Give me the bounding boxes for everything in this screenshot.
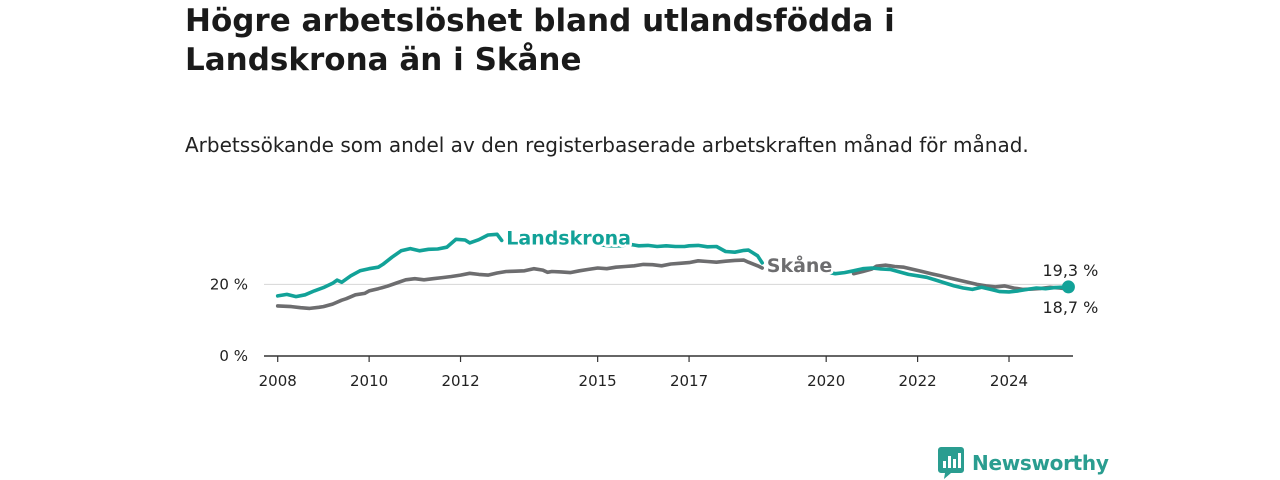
chart-title: Högre arbetslöshet bland utlandsfödda i … (185, 3, 895, 78)
x-tick-label: 2012 (441, 372, 479, 390)
y-tick-label: 0 % (219, 347, 248, 365)
x-tick-label: 2022 (899, 372, 937, 390)
x-tick-label: 2020 (807, 372, 845, 390)
brand: Newsworthy (938, 447, 1109, 479)
series-line-landskrona (591, 240, 764, 265)
chart-subtitle: Arbetssökande som andel av den registerb… (185, 133, 1029, 157)
axes: 0 % 20 % 2008 2010 2012 2015 2017 2020 2022 2024 (210, 275, 1073, 390)
x-tick-label: 2024 (990, 372, 1028, 390)
x-tick-label: 2008 (259, 372, 297, 390)
series-line-sk-ne (275, 258, 764, 311)
series-line-landskrona (815, 266, 1071, 294)
x-tick-label: 2017 (670, 372, 708, 390)
brand-name: Newsworthy (972, 451, 1109, 475)
y-tick-label: 20 % (210, 275, 248, 293)
series-line-landskrona (275, 232, 504, 299)
series-label-landskrona: Landskrona (506, 227, 631, 249)
x-tick-label: 2015 (579, 372, 617, 390)
end-marker-landskrona (1061, 280, 1075, 294)
x-tick-label: 2010 (350, 372, 388, 390)
newsworthy-logo-icon (938, 447, 964, 479)
line-chart: 0 %20 %2008 2010 2012 2015 2017 2020 2022 2024 … (209, 225, 1099, 390)
series-labels: Landskrona Skåne 19,3 % 18,7 % (504, 225, 1099, 317)
series-lines (275, 232, 1071, 311)
series-label-sk-ne: Skåne (767, 253, 833, 277)
end-value-landskrona: 19,3 % (1042, 261, 1098, 280)
end-value-skane: 18,7 % (1042, 298, 1098, 317)
